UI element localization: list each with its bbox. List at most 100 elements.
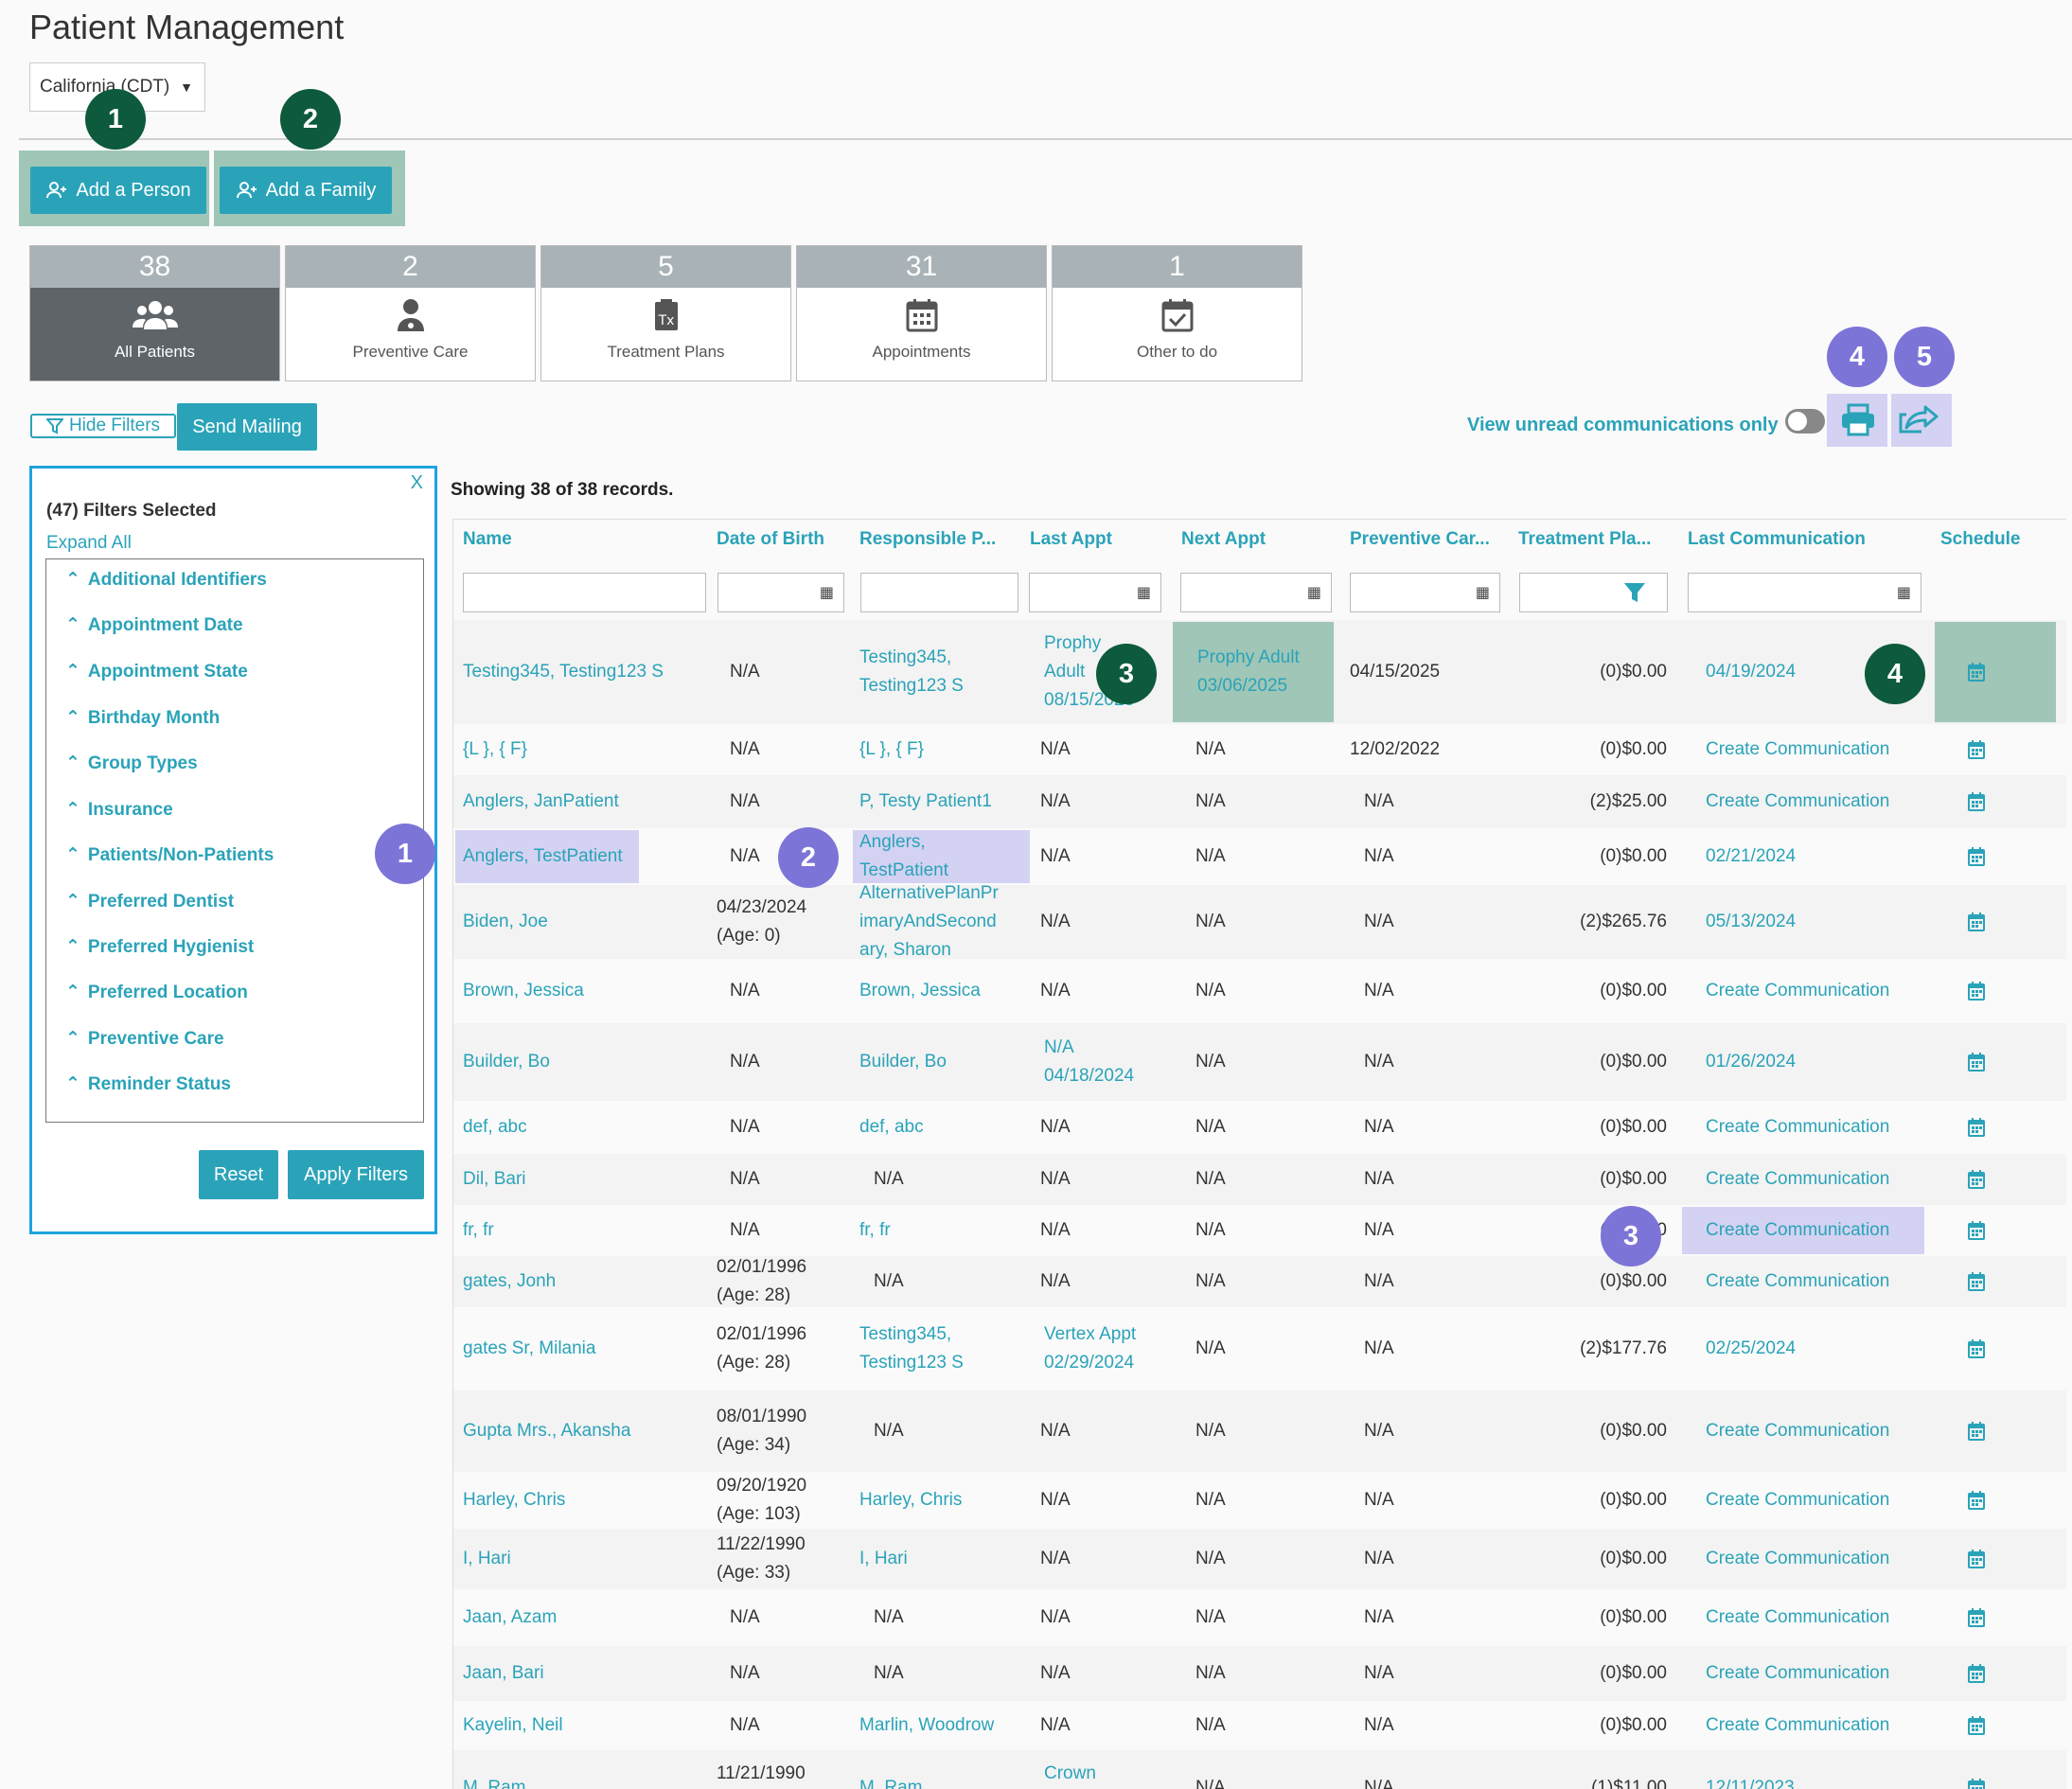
patient-name-link[interactable]: fr, fr <box>463 1216 494 1245</box>
tab-appointments[interactable]: 31 Appointments <box>796 245 1047 381</box>
last-appointment[interactable]: Vertex Appt 02/29/2024 <box>1044 1320 1136 1377</box>
last-communication-link[interactable]: 02/25/2024 <box>1706 1335 1796 1363</box>
column-header-last-appt[interactable]: Last Appt <box>1030 529 1112 549</box>
tab-preventive-care[interactable]: 2 Preventive Care <box>285 245 536 381</box>
filter-item[interactable]: ⌃ Group Types <box>65 753 198 774</box>
hide-filters-button[interactable]: Hide Filters <box>30 414 176 438</box>
patient-name-link[interactable]: Dil, Bari <box>463 1165 526 1194</box>
schedule-calendar-icon[interactable] <box>1968 1664 1985 1683</box>
responsible-party[interactable]: M, Ram <box>859 1774 923 1789</box>
schedule-calendar-icon[interactable] <box>1968 847 1985 866</box>
schedule-calendar-icon[interactable] <box>1968 1339 1985 1358</box>
schedule-calendar-icon[interactable] <box>1968 1716 1985 1735</box>
print-icon[interactable] <box>1840 403 1876 442</box>
patient-name-link[interactable]: M, Ram <box>463 1774 526 1789</box>
responsible-party[interactable]: Testing345, Testing123 S <box>859 644 964 700</box>
last-appointment[interactable]: N/A 04/18/2024 <box>1044 1034 1134 1090</box>
column-header-last-comm[interactable]: Last Communication <box>1688 529 1866 549</box>
schedule-calendar-icon[interactable] <box>1968 1422 1985 1441</box>
responsible-party[interactable]: def, abc <box>859 1113 924 1142</box>
schedule-calendar-icon[interactable] <box>1968 1170 1985 1189</box>
last-communication-link[interactable]: 02/21/2024 <box>1706 842 1796 871</box>
close-filters-button[interactable]: X <box>410 472 423 493</box>
filter-item[interactable]: ⌃ Insurance <box>65 799 173 821</box>
patient-name-link[interactable]: Builder, Bo <box>463 1048 550 1076</box>
filter-item[interactable]: ⌃ Reminder Status <box>65 1073 231 1095</box>
unread-communications-toggle[interactable] <box>1785 409 1825 434</box>
schedule-calendar-icon[interactable] <box>1968 792 1985 811</box>
column-header-responsible[interactable]: Responsible P... <box>859 529 997 549</box>
schedule-calendar-icon[interactable] <box>1968 1221 1985 1240</box>
responsible-party[interactable]: Harley, Chris <box>859 1486 962 1514</box>
tab-other-to-do[interactable]: 1 Other to do <box>1052 245 1302 381</box>
patient-name-link[interactable]: Brown, Jessica <box>463 977 584 1005</box>
filter-item[interactable]: ⌃ Birthday Month <box>65 707 220 729</box>
calendar-icon[interactable]: ▦ <box>1475 585 1490 601</box>
patient-name-link[interactable]: gates Sr, Milania <box>463 1335 595 1363</box>
calendar-icon[interactable]: ▦ <box>1306 585 1321 601</box>
next-appt-filter-input[interactable]: ▦ <box>1180 573 1332 612</box>
treatment-filter-input[interactable] <box>1519 573 1668 612</box>
patient-name-link[interactable]: Testing345, Testing123 S <box>463 658 664 686</box>
add-person-button[interactable]: Add a Person <box>30 167 206 214</box>
patient-name-link[interactable]: I, Hari <box>463 1545 511 1573</box>
tab-treatment-plans[interactable]: 5 Tx Treatment Plans <box>540 245 791 381</box>
responsible-party[interactable]: Testing345, Testing123 S <box>859 1320 964 1377</box>
patient-name-link[interactable]: Kayelin, Neil <box>463 1711 563 1740</box>
schedule-calendar-icon[interactable] <box>1968 1053 1985 1072</box>
column-header-treatment[interactable]: Treatment Pla... <box>1518 529 1652 549</box>
last-communication-link[interactable]: Create Communication <box>1706 1603 1889 1632</box>
last-communication-link[interactable]: Create Communication <box>1706 735 1889 764</box>
calendar-icon[interactable]: ▦ <box>1136 585 1151 601</box>
last-appt-filter-input[interactable]: ▦ <box>1029 573 1161 612</box>
schedule-calendar-icon[interactable] <box>1968 1272 1985 1291</box>
filter-item[interactable]: ⌃ Preferred Dentist <box>65 891 234 912</box>
apply-filters-button[interactable]: Apply Filters <box>288 1150 424 1199</box>
column-header-name[interactable]: Name <box>463 529 512 549</box>
last-communication-link[interactable]: 01/26/2024 <box>1706 1048 1796 1076</box>
responsible-party[interactable]: Anglers, TestPatient <box>859 828 948 885</box>
name-filter-input[interactable] <box>463 573 706 612</box>
patient-name-link[interactable]: gates, Jonh <box>463 1267 556 1296</box>
dob-filter-input[interactable]: ▦ <box>717 573 844 612</box>
filter-item[interactable]: ⌃ Additional Identifiers <box>65 569 267 591</box>
reset-filters-button[interactable]: Reset <box>199 1150 278 1199</box>
export-share-icon[interactable] <box>1897 403 1940 444</box>
patient-name-link[interactable]: Biden, Joe <box>463 908 548 936</box>
add-family-button[interactable]: Add a Family <box>220 167 392 214</box>
column-header-dob[interactable]: Date of Birth <box>717 529 824 549</box>
filter-item[interactable]: ⌃ Preventive Care <box>65 1028 224 1050</box>
patient-name-link[interactable]: {L }, { F} <box>463 735 527 764</box>
last-communication-link[interactable]: Create Communication <box>1706 1165 1889 1194</box>
last-comm-filter-input[interactable]: ▦ <box>1688 573 1921 612</box>
patient-name-link[interactable]: Jaan, Bari <box>463 1659 544 1688</box>
responsible-party[interactable]: fr, fr <box>859 1216 891 1245</box>
schedule-calendar-icon[interactable] <box>1968 1491 1985 1510</box>
expand-all-link[interactable]: Expand All <box>46 533 132 553</box>
schedule-calendar-icon[interactable] <box>1968 912 1985 931</box>
tab-all-patients[interactable]: 38 All Patients <box>29 245 280 381</box>
responsible-party[interactable]: Marlin, Woodrow <box>859 1711 994 1740</box>
last-communication-link[interactable]: Create Communication <box>1706 1545 1889 1573</box>
patient-name-link[interactable]: def, abc <box>463 1113 527 1142</box>
patient-name-link[interactable]: Jaan, Azam <box>463 1603 557 1632</box>
column-header-preventive[interactable]: Preventive Car... <box>1350 529 1490 549</box>
patient-name-link[interactable]: Gupta Mrs., Akansha <box>463 1417 630 1445</box>
last-communication-link[interactable]: Create Communication <box>1706 1486 1889 1514</box>
filter-item[interactable]: ⌃ Appointment State <box>65 661 248 682</box>
schedule-calendar-icon[interactable] <box>1968 1608 1985 1627</box>
send-mailing-button[interactable]: Send Mailing <box>177 403 317 451</box>
last-communication-link[interactable]: Create Communication <box>1706 1113 1889 1142</box>
responsible-party[interactable]: I, Hari <box>859 1545 908 1573</box>
column-header-next-appt[interactable]: Next Appt <box>1181 529 1266 549</box>
schedule-calendar-icon[interactable] <box>1968 1550 1985 1568</box>
responsible-filter-input[interactable] <box>860 573 1018 612</box>
next-appointment[interactable]: Prophy Adult 03/06/2025 <box>1197 644 1300 700</box>
filter-item[interactable]: ⌃ Patients/Non-Patients <box>65 844 274 866</box>
last-communication-link[interactable]: Create Communication <box>1706 1659 1889 1688</box>
last-communication-link[interactable]: Create Communication <box>1706 977 1889 1005</box>
last-communication-link[interactable]: 12/11/2023 <box>1706 1774 1795 1789</box>
schedule-calendar-icon[interactable] <box>1968 740 1985 759</box>
last-communication-link[interactable]: Create Communication <box>1706 788 1889 816</box>
patient-name-link[interactable]: Harley, Chris <box>463 1486 565 1514</box>
